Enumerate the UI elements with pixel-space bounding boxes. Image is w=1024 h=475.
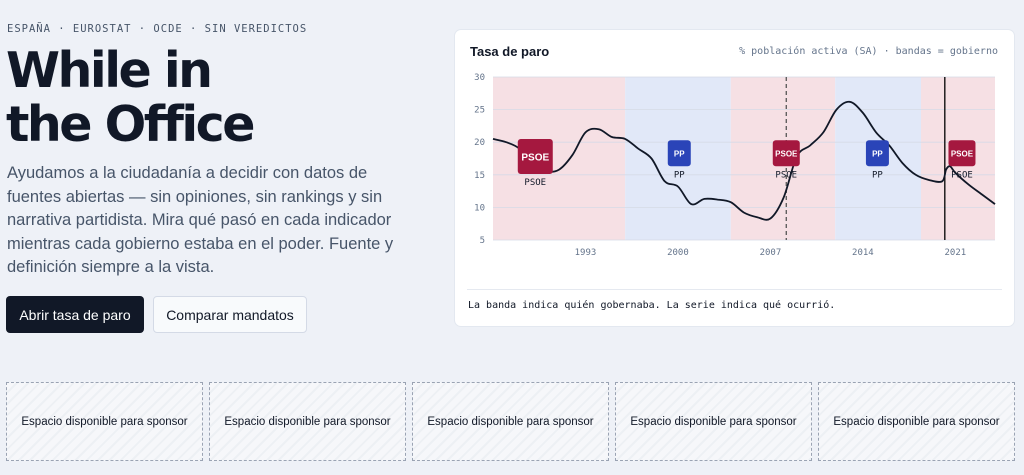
x-tick-label: 2007 [760, 248, 782, 258]
party-marker-psoe: PSOE PSOE [948, 140, 976, 180]
hero-description: Ayudamos a la ciudadanía a decidir con d… [7, 164, 394, 277]
party-badge-text: PP [674, 149, 685, 158]
x-tick-label: 1993 [575, 248, 597, 258]
party-marker-psoe: PSOE PSOE [772, 140, 800, 180]
party-badge-text: PP [872, 149, 883, 158]
page-title: While in the Office [6, 42, 255, 153]
chart-meta: % población activa (SA) · bandas = gobie… [739, 46, 998, 57]
party-marker-psoe: PSOE PSOE [517, 139, 553, 188]
party-label: PSOE [524, 178, 546, 188]
hero-eyebrow: ESPAÑA · EUROSTAT · OCDE · SIN VEREDICTO… [7, 23, 308, 35]
x-tick-label: 2000 [667, 248, 689, 258]
open-unemployment-button[interactable]: Abrir tasa de paro [6, 296, 144, 333]
y-tick-label: 5 [480, 236, 485, 246]
card-divider [467, 289, 1002, 290]
x-tick-label: 2014 [852, 248, 874, 258]
sponsor-slot[interactable]: Espacio disponible para sponsor [209, 382, 406, 461]
party-label: PSOE [775, 170, 797, 180]
party-badge [517, 139, 553, 175]
y-tick-label: 15 [474, 171, 485, 181]
sponsor-slot[interactable]: Espacio disponible para sponsor [6, 382, 203, 461]
sponsor-slot[interactable]: Espacio disponible para sponsor [615, 382, 812, 461]
party-badge-text: PSOE [775, 149, 798, 158]
compare-terms-button[interactable]: Comparar mandatos [153, 296, 307, 333]
party-label: PP [674, 170, 685, 180]
page-title-line-1: While in [6, 42, 213, 99]
sponsor-slot[interactable]: Espacio disponible para sponsor [818, 382, 1015, 461]
y-tick-label: 20 [474, 138, 485, 148]
sponsor-slot[interactable]: Espacio disponible para sponsor [412, 382, 609, 461]
y-tick-label: 25 [474, 106, 485, 116]
party-badge [772, 140, 800, 167]
unemployment-line [492, 100, 996, 221]
party-badge [865, 140, 889, 167]
party-badge-text: PSOE [951, 149, 974, 158]
party-marker-pp: PP PP [865, 140, 889, 180]
y-tick-label: 30 [474, 73, 485, 83]
party-label: PSOE [951, 170, 973, 180]
page-title-line-2: the Office [6, 96, 255, 153]
x-tick-label: 2021 [945, 248, 967, 258]
y-tick-label: 10 [474, 203, 485, 213]
chart-caption: La banda indica quién gobernaba. La seri… [468, 300, 836, 311]
party-badge [667, 140, 691, 167]
party-badge-text: PSOE [521, 153, 549, 164]
government-band-psoe [493, 77, 626, 240]
chart-title: Tasa de paro [470, 44, 550, 59]
party-label: PP [872, 170, 883, 180]
chart-card: Tasa de paro % población activa (SA) · b… [455, 30, 1014, 326]
party-marker-pp: PP PP [667, 140, 691, 180]
party-badge [948, 140, 976, 167]
